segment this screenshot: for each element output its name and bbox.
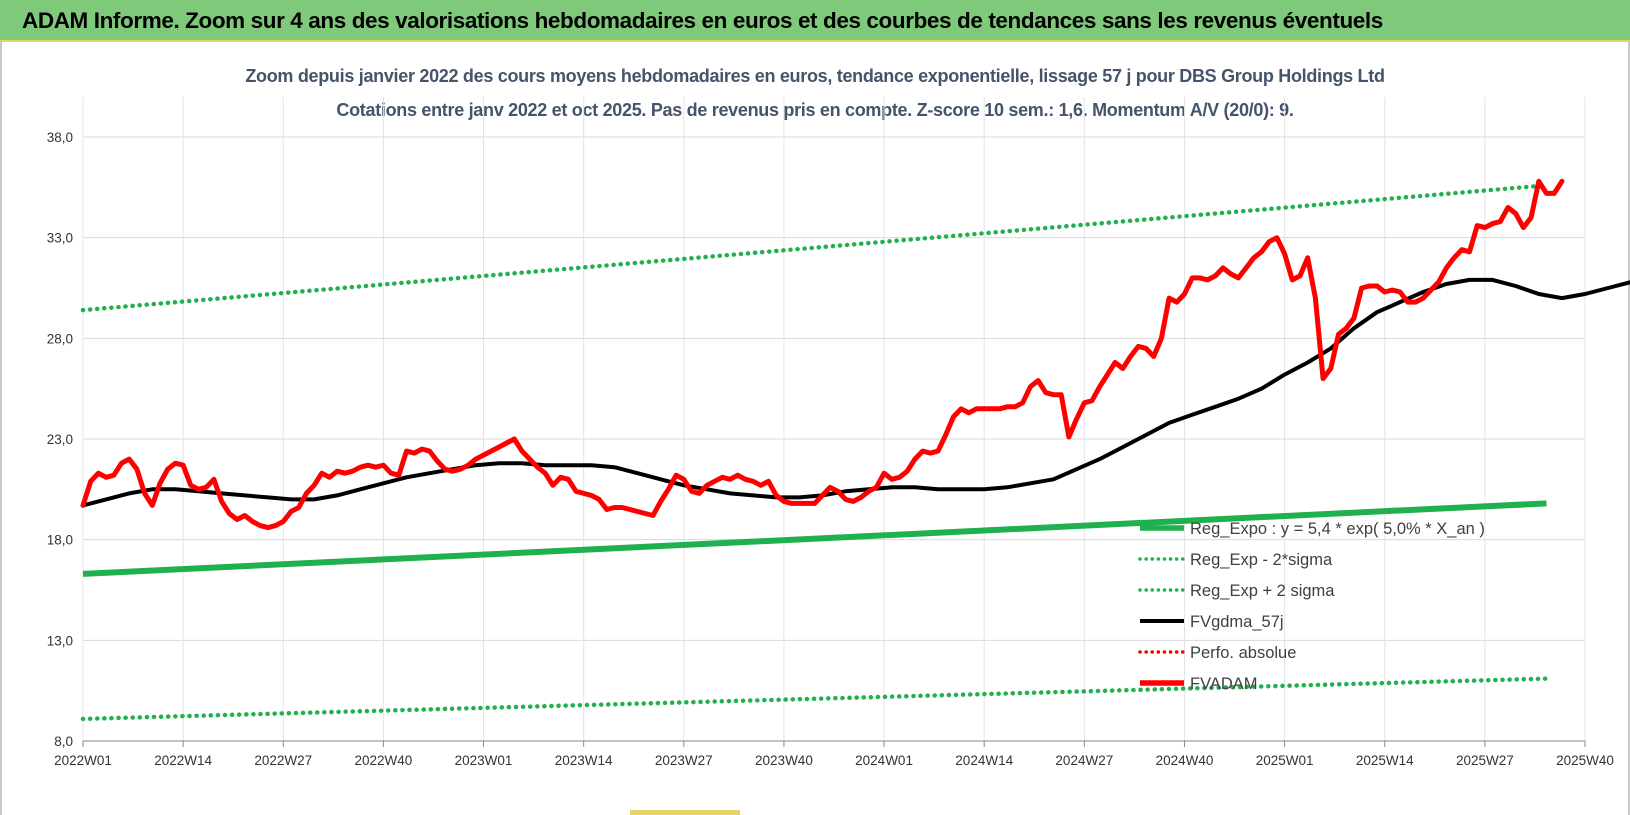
x-tick-label: 2022W01: [54, 753, 112, 768]
legend-label: FVADAM: [1190, 675, 1258, 693]
x-tick-label: 2023W01: [455, 753, 513, 768]
legend-label: Reg_Exp - 2*sigma: [1190, 551, 1333, 569]
gridlines: [82, 97, 1586, 742]
legend-label: Reg_Expo : y = 5,4 * exp( 5,0% * X_an ): [1190, 520, 1485, 538]
legend-label: Reg_Exp + 2 sigma: [1190, 582, 1335, 600]
axes: 8,0 13,0 18,0 23,0 28,0 33,0 38,0 2022W01 2022W1…: [47, 130, 1614, 768]
x-tick-label: 2022W14: [154, 753, 212, 768]
series-line-reg-exp-2-sigma: [80, 183, 1549, 313]
series-line-reg-expo-y-5-4-exp-5-0-x-an: [82, 500, 1547, 577]
y-tick-label: 13,0: [47, 633, 73, 648]
x-tick-label: 2024W27: [1055, 753, 1113, 768]
y-tick-label: 8,0: [54, 734, 73, 749]
x-tick-label: 2023W14: [555, 753, 613, 768]
series-line-fvgdma-57j: [81, 277, 1630, 508]
x-tick-label: 2025W14: [1356, 753, 1414, 768]
x-tick-label: 2024W14: [955, 753, 1013, 768]
y-tick-label: 18,0: [47, 533, 73, 548]
x-tick-label: 2025W01: [1256, 753, 1314, 768]
y-tick-label: 28,0: [47, 331, 73, 346]
series-line-reg-exp-2-sigma: [80, 676, 1549, 722]
x-tick-label: 2025W40: [1556, 753, 1614, 768]
x-tick-label: 2024W01: [855, 753, 913, 768]
banner-title: ADAM Informe. Zoom sur 4 ans des valoris…: [22, 8, 1383, 33]
x-tick-label: 2023W40: [755, 753, 813, 768]
y-tick-label: 33,0: [47, 231, 73, 246]
legend-label: Perfo. absolue: [1190, 644, 1296, 662]
series-lines: [80, 178, 1630, 722]
x-tick-label: 2022W27: [254, 753, 312, 768]
x-tick-label: 2025W27: [1456, 753, 1514, 768]
x-tick-label: 2023W27: [655, 753, 713, 768]
x-tick-label: 2022W40: [355, 753, 413, 768]
chart-title: Zoom depuis janvier 2022 des cours moyen…: [245, 66, 1385, 86]
x-tick-label: 2024W40: [1156, 753, 1214, 768]
legend: Reg_Expo : y = 5,4 * exp( 5,0% * X_an ) R…: [1138, 520, 1485, 693]
bottom-accent-bar: [630, 810, 740, 815]
y-tick-label: 38,0: [47, 130, 73, 145]
y-tick-label: 23,0: [47, 432, 73, 447]
chart-frame: [0, 42, 1630, 815]
series-line-fvadam: [80, 178, 1565, 531]
legend-label: FVgdma_57j: [1190, 613, 1284, 631]
report-banner: ADAM Informe. Zoom sur 4 ans des valoris…: [0, 0, 1630, 42]
chart-subtitle: Cotations entre janv 2022 et oct 2025. P…: [336, 100, 1294, 120]
